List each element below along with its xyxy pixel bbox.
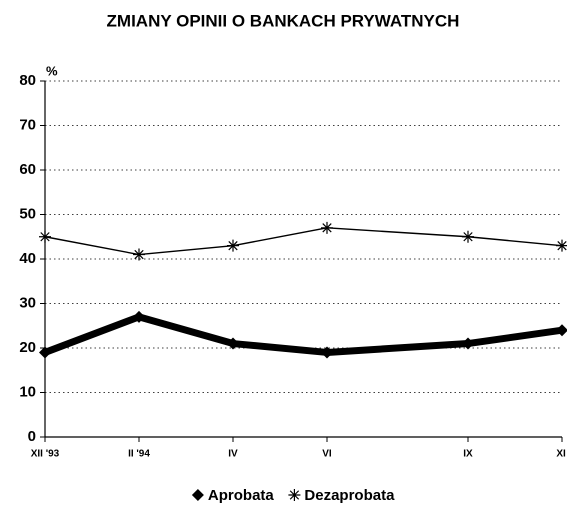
series-line [44, 227, 563, 256]
x-tick-label: IX [463, 449, 473, 460]
marker [462, 230, 474, 243]
y-tick-label: 50 [19, 205, 36, 222]
y-tick-label: 10 [19, 383, 36, 400]
y-unit: % [46, 63, 58, 78]
x-tick-label: XII '93 [31, 449, 60, 460]
x-tick-label: IV [228, 449, 238, 460]
marker [321, 346, 333, 359]
chart-title: ZMIANY OPINII O BANKACH PRYWATNYCH [107, 11, 460, 30]
marker [227, 239, 239, 252]
marker [133, 310, 145, 323]
x-tick-label: VI [322, 449, 332, 460]
legend: Aprobata Dezaprobata [191, 487, 395, 504]
marker [133, 248, 145, 261]
x-tick-label: II '94 [128, 449, 150, 460]
marker [462, 337, 474, 350]
marker [288, 489, 301, 501]
y-tick-label: 20 [19, 339, 36, 356]
marker [321, 221, 333, 234]
x-tick-label: XI [556, 449, 566, 460]
legend-label: Dezaprobata [304, 487, 395, 504]
marker [227, 337, 239, 350]
marker [39, 230, 51, 243]
y-tick-label: 40 [19, 250, 36, 267]
series-line [43, 313, 563, 356]
marker [191, 489, 204, 501]
y-tick-label: 70 [19, 116, 36, 133]
marker [556, 239, 567, 252]
marker [556, 324, 567, 337]
y-tick-label: 0 [28, 428, 36, 445]
marker [39, 346, 51, 359]
y-tick-label: 60 [19, 161, 36, 178]
y-tick-label: 30 [19, 294, 36, 311]
legend-label: Aprobata [208, 487, 274, 504]
y-tick-label: 80 [19, 72, 36, 89]
